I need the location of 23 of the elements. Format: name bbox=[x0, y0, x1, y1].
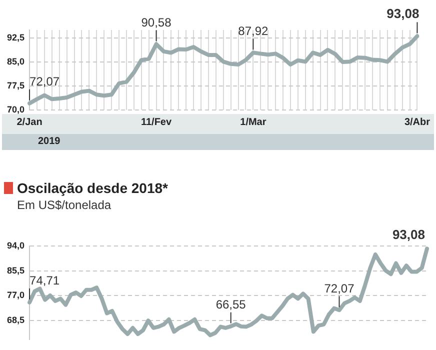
chart-title: Oscilação desde 2018* bbox=[17, 180, 168, 196]
x-tick-label: 2/Jan bbox=[16, 116, 42, 128]
x-tick-label: 11/Fev bbox=[140, 116, 172, 128]
y-tick-label: 70,0 bbox=[6, 104, 25, 114]
x-axis-title: 2019 bbox=[2, 134, 434, 150]
y-tick-label: 77,5 bbox=[6, 80, 25, 90]
chart-subtitle: Em US$/tonelada bbox=[17, 198, 112, 212]
y-tick-label: 85,5 bbox=[6, 265, 25, 276]
annotation: 66,55 bbox=[216, 298, 246, 312]
text: 93,08 bbox=[392, 227, 425, 242]
x-tick-label: 1/Mar bbox=[240, 116, 266, 128]
annotation: 87,92 bbox=[238, 24, 269, 38]
annotation: 72,07 bbox=[30, 74, 60, 89]
annotation: 90,58 bbox=[141, 15, 172, 30]
y-tick-label: 85,0 bbox=[6, 56, 25, 66]
y-tick-label: 94,0 bbox=[6, 240, 25, 250]
y-tick-label: 68,5 bbox=[6, 315, 25, 326]
annotation: 72,07 bbox=[324, 281, 355, 296]
annotation: 74,71 bbox=[30, 274, 60, 288]
x-tick-label: 3/Abr bbox=[404, 116, 430, 128]
annotation: 93,08 bbox=[386, 6, 420, 22]
y-tick-label: 92,5 bbox=[6, 32, 25, 42]
y-tick-label: 77,0 bbox=[6, 290, 25, 300]
